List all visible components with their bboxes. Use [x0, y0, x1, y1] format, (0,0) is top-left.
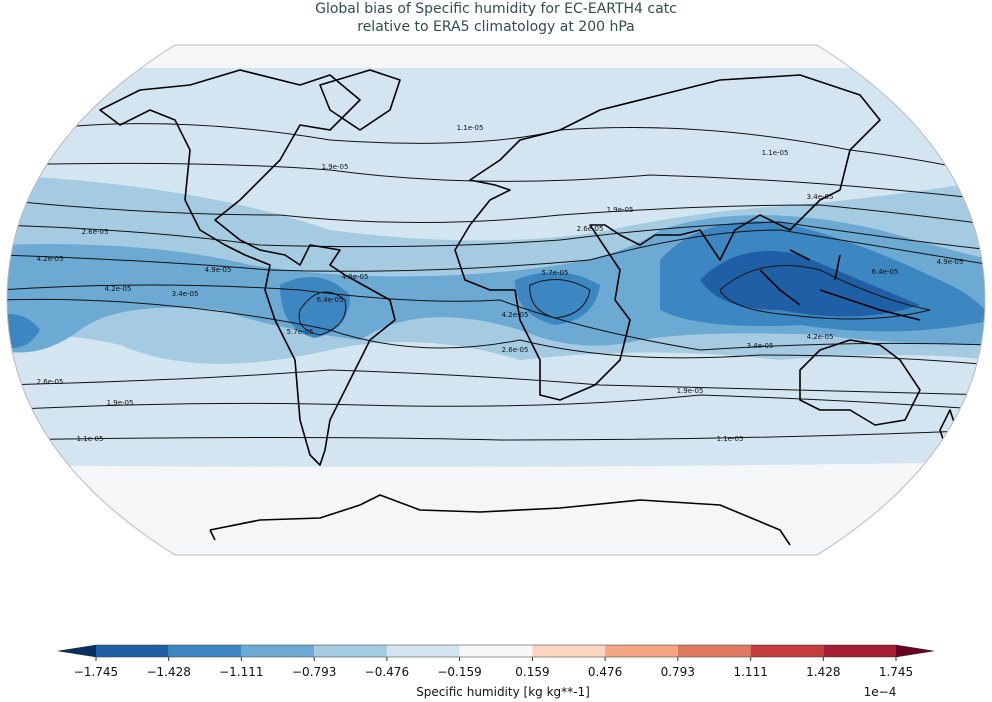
contour-label: 4.2e-05 — [807, 333, 834, 341]
contours — [7, 123, 985, 441]
contour-label: 4.2e-05 — [37, 255, 64, 263]
contour-label: 4.2e-05 — [502, 311, 529, 319]
contour-label: 2.6e-05 — [37, 378, 64, 386]
colorbar-tick-label: 1.111 — [733, 665, 767, 679]
field-fill — [280, 277, 350, 338]
contour-label: 2.6e-05 — [82, 228, 109, 236]
contour-label: 4.9e-05 — [937, 258, 964, 266]
colorbar-tick-label: −0.159 — [437, 665, 481, 679]
contour-label: 6.4e-05 — [317, 296, 344, 304]
colorbar-segment — [168, 645, 242, 657]
colorbar-multiplier: 1e−4 — [864, 685, 897, 699]
contour-label: 1.9e-05 — [322, 163, 349, 171]
colorbar-tick-label: 0.476 — [588, 665, 622, 679]
contour-label: 3.4e-05 — [172, 290, 199, 298]
contour-label: 1.1e-05 — [457, 124, 484, 132]
colorbar-segment — [823, 645, 896, 657]
contour-label: 2.6e-05 — [502, 346, 529, 354]
colorbar-tick-label: 0.159 — [515, 665, 549, 679]
colorbar-tick-label: 1.745 — [879, 665, 913, 679]
field-fill — [7, 45, 985, 68]
map — [7, 45, 985, 555]
contour-label: 4.9e-05 — [342, 273, 369, 281]
title-line: relative to ERA5 climatology at 200 hPa — [357, 19, 634, 35]
contour-label: 4.2e-05 — [105, 285, 132, 293]
contour-label: 5.7e-05 — [287, 328, 314, 336]
colorbar: −1.745 −1.428 −1.111 −0.793 −0.476 −0.159 0.15… — [57, 644, 935, 679]
contour-label: 5.7e-05 — [542, 269, 569, 277]
contour-labels: 1.1e-05 1.1e-05 1.9e-05 1.9e-05 2.6e-05 … — [37, 124, 964, 443]
colorbar-tick-label: −1.745 — [74, 665, 118, 679]
colorbar-tick-label: −1.428 — [146, 665, 190, 679]
colorbar-tick-label: 1.428 — [806, 665, 840, 679]
colorbar-segment — [750, 645, 824, 657]
contour-label: 2.6e-05 — [577, 225, 604, 233]
contour-label: 1.1e-05 — [717, 435, 744, 443]
colorbar-segment — [532, 645, 606, 657]
contour-label: 6.4e-05 — [872, 268, 899, 276]
contour-label: 1.9e-05 — [677, 387, 704, 395]
contour-label: 1.9e-05 — [607, 206, 634, 214]
field-fill — [515, 272, 600, 325]
colorbar-tick-label: −0.476 — [365, 665, 409, 679]
colorbar-segment — [677, 645, 751, 657]
coastlines — [99, 69, 956, 546]
title-line: Global bias of Specific humidity for EC-… — [315, 1, 677, 17]
colorbar-under — [58, 645, 96, 657]
colorbar-segment — [241, 645, 315, 657]
field-fill — [700, 250, 920, 317]
contour-label: 1.9e-05 — [107, 399, 134, 407]
contour-label: 3.4e-05 — [747, 342, 774, 350]
colorbar-segment — [605, 645, 678, 657]
colorbar-segment — [459, 645, 533, 657]
map-outline — [6, 44, 986, 556]
colorbar-segment — [96, 645, 169, 657]
colorbar-tick-label: 0.793 — [661, 665, 695, 679]
contour-label: 4.9e-05 — [205, 266, 232, 274]
colorbar-label: Specific humidity [kg kg**-1] — [416, 685, 590, 699]
contour-label: 1.1e-05 — [762, 149, 789, 157]
colorbar-segment — [314, 645, 387, 657]
colorbar-tick-label: −1.111 — [219, 665, 263, 679]
contour-label: 1.1e-05 — [77, 435, 104, 443]
contour-label: 3.4e-05 — [807, 193, 834, 201]
colorbar-over — [896, 645, 934, 657]
colorbar-tick-label: −0.793 — [292, 665, 336, 679]
colorbar-segment — [386, 645, 460, 657]
